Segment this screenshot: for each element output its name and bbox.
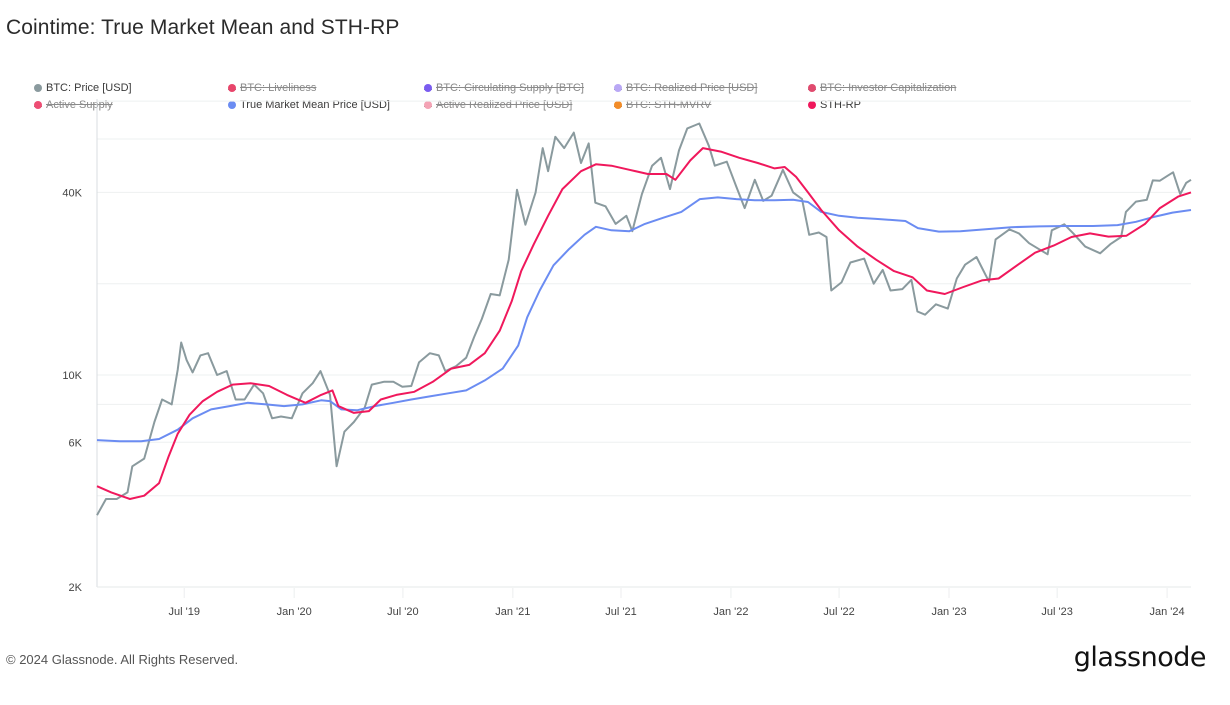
chart-title: Cointime: True Market Mean and STH-RP — [6, 16, 400, 39]
legend-item-btc-investor-capitalization[interactable]: BTC: Investor Capitalization — [808, 82, 956, 94]
x-tick-label: Jul '22 — [823, 606, 854, 618]
y-tick-label: 40K — [62, 187, 82, 199]
legend-label: BTC: Price [USD] — [46, 82, 132, 94]
x-tick-label: Jul '19 — [169, 606, 200, 618]
legend-label: BTC: STH-MVRV — [626, 99, 712, 111]
x-tick-label: Jan '22 — [713, 606, 748, 618]
legend-item-true-market-mean-price-usd[interactable]: True Market Mean Price [USD] — [228, 99, 390, 111]
x-tick-label: Jul '21 — [605, 606, 636, 618]
x-axis-ticks: Jul '19 Jan '20 Jul '20 Jan '21 Jul '21 Jan '… — [169, 588, 1185, 618]
series-line-btc-price-usd — [96, 122, 1192, 516]
legend-dot-icon — [228, 101, 236, 109]
legend-label: Active Realized Price [USD] — [436, 99, 573, 111]
legend-label: STH-RP — [820, 99, 861, 111]
legend-item-btc-liveliness[interactable]: BTC: Liveliness — [228, 82, 316, 94]
x-tick-label: Jan '23 — [931, 606, 966, 618]
y-tick-label: 6K — [69, 437, 83, 449]
legend-label: True Market Mean Price [USD] — [240, 99, 390, 111]
legend-dot-icon — [808, 84, 816, 92]
legend-item-active-realized-price-usd[interactable]: Active Realized Price [USD] — [424, 99, 572, 111]
legend-item-btc-circulating-supply-btc[interactable]: BTC: Circulating Supply [BTC] — [424, 82, 584, 94]
x-tick-label: Jul '20 — [387, 606, 418, 618]
legend-dot-icon — [614, 84, 622, 92]
legend-label: BTC: Investor Capitalization — [820, 82, 957, 94]
legend-dot-icon — [424, 101, 432, 109]
x-tick-label: Jul '23 — [1041, 606, 1072, 618]
legend-label: BTC: Realized Price [USD] — [626, 82, 758, 94]
series-lines — [96, 122, 1192, 516]
legend-dot-icon — [34, 84, 42, 92]
legend-dot-icon — [614, 101, 622, 109]
legend-row-1: BTC: Price [USD] BTC: Liveliness BTC: Circ… — [34, 82, 1034, 99]
legend-row-2: Active Supply True Market Mean Price [USD… — [34, 99, 1034, 116]
legend-item-active-supply[interactable]: Active Supply — [34, 99, 113, 111]
series-line-true-market-mean-price-usd — [96, 196, 1192, 443]
legend-dot-icon — [808, 101, 816, 109]
y-tick-label: 10K — [62, 370, 82, 382]
legend-dot-icon — [228, 84, 236, 92]
glassnode-logo: glassnode — [1073, 642, 1207, 673]
legend-item-sth-rp[interactable]: STH-RP — [808, 99, 861, 111]
legend-item-btc-realized-price-usd[interactable]: BTC: Realized Price [USD] — [614, 82, 757, 94]
legend-item-btc-sth-mvrv[interactable]: BTC: STH-MVRV — [614, 99, 711, 111]
y-axis-ticks: 2K 6K 10K 40K — [62, 187, 82, 594]
x-tick-label: Jan '20 — [277, 606, 312, 618]
legend-dot-icon — [424, 84, 432, 92]
legend-item-btc-price-usd[interactable]: BTC: Price [USD] — [34, 82, 132, 94]
copyright-text: © 2024 Glassnode. All Rights Reserved. — [6, 652, 239, 667]
legend: BTC: Price [USD] BTC: Liveliness BTC: Circ… — [34, 82, 1034, 116]
y-tick-label: 2K — [69, 582, 83, 594]
legend-label: Active Supply — [46, 99, 113, 111]
x-tick-label: Jan '24 — [1150, 606, 1185, 618]
legend-label: BTC: Circulating Supply [BTC] — [436, 82, 584, 94]
legend-dot-icon — [34, 101, 42, 109]
series-line-sth-rp — [96, 147, 1192, 500]
legend-label: BTC: Liveliness — [240, 82, 317, 94]
x-tick-label: Jan '21 — [495, 606, 530, 618]
